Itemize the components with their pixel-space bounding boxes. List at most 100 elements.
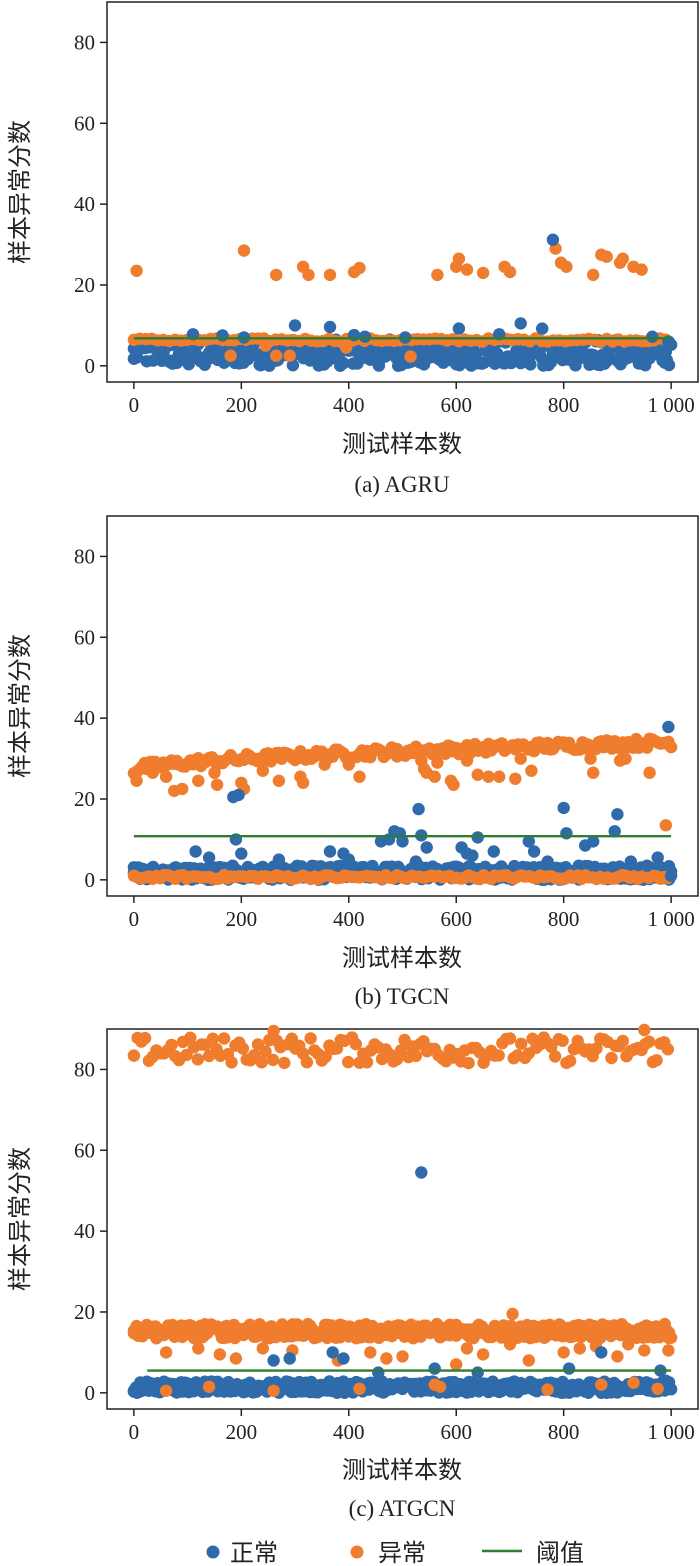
scatter-marks [127, 1023, 678, 1400]
y-tick-label: 20 [74, 273, 95, 297]
normal-point [237, 356, 250, 369]
anomaly-point [515, 1037, 528, 1051]
y-tick-label: 40 [74, 1219, 95, 1243]
panel-agru: 0 200 400 600 800 1 000 0 20 40 60 80 测试样本数 样本异常分… [6, 1, 699, 497]
anomaly-point [433, 1380, 447, 1394]
anomaly-point [587, 268, 600, 282]
normal-point [409, 855, 423, 868]
anomaly-point [138, 1031, 152, 1045]
anomaly-point [557, 1346, 570, 1359]
anomaly-point [525, 764, 538, 777]
anomaly-point [460, 1342, 474, 1355]
y-tick-label: 20 [74, 1300, 95, 1324]
anomaly-point [482, 770, 495, 783]
normal-point [288, 319, 302, 332]
anomaly-point [259, 1045, 272, 1058]
anomaly-point [192, 774, 205, 787]
anomaly-point [353, 1382, 366, 1396]
normal-point [267, 1354, 280, 1367]
anomaly-point [225, 1056, 238, 1069]
y-tick-label: 20 [74, 787, 95, 811]
y-tick-label: 0 [85, 354, 96, 378]
normal-point [617, 353, 631, 367]
normal-point [514, 317, 527, 330]
normal-point [582, 1386, 595, 1400]
normal-point [420, 841, 433, 854]
anomaly-point [159, 1384, 173, 1398]
anomaly-point [460, 754, 474, 767]
anomaly-point [462, 1056, 475, 1070]
normal-point [189, 845, 202, 858]
anomaly-point [662, 1344, 675, 1357]
anomaly-point [159, 1346, 173, 1359]
anomaly-point [622, 1338, 635, 1351]
anomaly-point [256, 764, 269, 777]
anomaly-point [259, 339, 272, 352]
normal-point [250, 348, 263, 361]
anomaly-point [664, 740, 678, 754]
anomaly-point [503, 1032, 517, 1045]
x-tick-label: 800 [548, 393, 580, 417]
normal-point [342, 853, 355, 866]
normal-point [557, 801, 570, 815]
y-tick-label: 80 [74, 1057, 95, 1081]
x-axis-label: 测试样本数 [342, 430, 462, 458]
anomaly-point [573, 1342, 586, 1355]
anomaly-point [450, 1358, 463, 1371]
anomaly-point [130, 1319, 143, 1333]
normal-point [664, 869, 678, 882]
anomaly-point [130, 774, 143, 787]
normal-point [587, 835, 600, 848]
anomaly-point [503, 265, 517, 279]
normal-point [453, 359, 466, 372]
anomaly-point [319, 1050, 332, 1063]
anomaly-point [300, 1056, 314, 1069]
normal-point [624, 855, 637, 868]
normal-point [543, 354, 556, 367]
y-tick-label: 60 [74, 111, 95, 135]
y-tick-label: 80 [74, 544, 95, 568]
anomaly-point [360, 1056, 374, 1069]
y-tick-label: 60 [74, 1138, 95, 1162]
anomaly-point [605, 1051, 618, 1065]
normal-point [471, 1366, 484, 1379]
scatter-marks [127, 720, 678, 886]
normal-point [417, 358, 431, 371]
anomaly-point [430, 1317, 444, 1331]
y-axis-label: 样本异常分数 [6, 1147, 34, 1291]
normal-point [235, 847, 248, 860]
normal-point [471, 831, 484, 844]
anomaly-point [431, 268, 444, 282]
anomaly-point [503, 1338, 517, 1351]
anomaly-point [616, 252, 629, 265]
panel-atgcn: 0 200 400 600 800 1 000 0 20 40 60 80 测试样本数 样本异常分… [6, 1023, 699, 1521]
normal-point [202, 851, 216, 864]
anomaly-point [208, 766, 221, 779]
y-axis-ticks: 0 20 40 60 80 [74, 1057, 107, 1405]
normal-point [323, 845, 337, 858]
anomaly-point [283, 349, 296, 362]
x-tick-label: 0 [129, 1420, 140, 1444]
anomaly-point [611, 1350, 624, 1363]
anomaly-point [217, 1032, 231, 1045]
x-axis-label: 测试样本数 [342, 944, 462, 972]
y-tick-label: 60 [74, 625, 95, 649]
normal-point [286, 359, 300, 372]
x-axis-label: 测试样本数 [342, 1456, 462, 1484]
anomaly-point [595, 1378, 608, 1391]
normal-point [414, 348, 427, 361]
x-tick-label: 400 [333, 1420, 365, 1444]
anomaly-point [651, 1382, 664, 1396]
anomaly-point [229, 1352, 243, 1365]
anomaly-point [476, 1348, 490, 1361]
normal-point [323, 320, 337, 334]
anomaly-point [627, 1376, 640, 1389]
anomaly-point [304, 1032, 317, 1045]
anomaly-point [587, 766, 600, 779]
legend-normal-label: 正常 [230, 1539, 278, 1566]
anomaly-point [650, 1054, 663, 1067]
anomaly-point [492, 1049, 505, 1062]
normal-point [608, 825, 621, 838]
y-tick-label: 80 [74, 30, 95, 54]
anomaly-point [236, 1042, 250, 1055]
